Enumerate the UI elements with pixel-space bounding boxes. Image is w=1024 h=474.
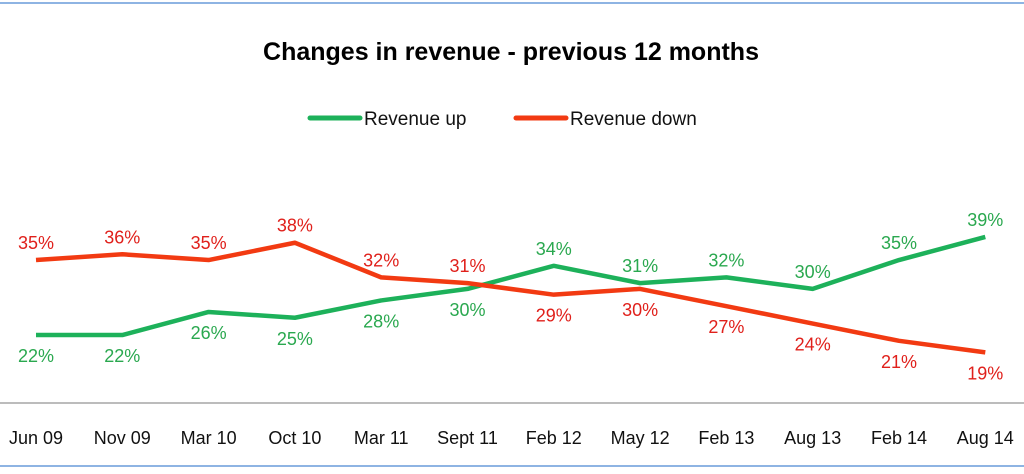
data-label: 26%: [191, 323, 227, 343]
x-axis-labels: Jun 09 Nov 09 Mar 10 Oct 10 Mar 11 Sept 11 Feb…: [9, 428, 1014, 448]
data-label: 30%: [795, 262, 831, 282]
data-label: 24%: [795, 335, 831, 355]
data-label: 36%: [104, 227, 140, 247]
data-label: 34%: [536, 239, 572, 259]
data-label: 32%: [363, 250, 399, 270]
x-tick-label: May 12: [611, 428, 670, 448]
data-label: 35%: [191, 233, 227, 253]
data-label: 25%: [277, 329, 313, 349]
x-tick-label: Feb 12: [526, 428, 582, 448]
x-tick-label: Aug 13: [784, 428, 841, 448]
x-tick-label: Feb 14: [871, 428, 927, 448]
data-label: 27%: [708, 317, 744, 337]
x-tick-label: Feb 13: [698, 428, 754, 448]
data-label: 22%: [18, 346, 54, 366]
data-label: 30%: [622, 300, 658, 320]
data-label: 21%: [881, 352, 917, 372]
x-tick-label: Oct 10: [268, 428, 321, 448]
data-label: 31%: [622, 256, 658, 276]
x-tick-label: Sept 11: [437, 428, 498, 448]
data-label: 32%: [708, 250, 744, 270]
data-label: 31%: [449, 256, 485, 276]
data-label: 35%: [881, 233, 917, 253]
data-label: 22%: [104, 346, 140, 366]
series-line-revenue-up: [36, 234, 986, 338]
data-label: 38%: [277, 216, 313, 236]
data-label: 35%: [18, 233, 54, 253]
data-label: 39%: [967, 210, 1003, 230]
data-label: 19%: [967, 363, 1003, 383]
x-tick-label: Aug 14: [957, 428, 1014, 448]
x-tick-label: Jun 09: [9, 428, 63, 448]
data-label: 28%: [363, 311, 399, 331]
series-line-revenue-down: [35, 240, 986, 355]
data-labels: 22% 22% 26% 25% 28% 30% 34% 31% 32% 30% 35% 39% 35% 3…: [18, 210, 1003, 383]
legend-label-revenue-down: Revenue down: [570, 109, 697, 130]
legend: Revenue up Revenue down: [307, 109, 697, 130]
data-label: 30%: [449, 300, 485, 320]
x-tick-label: Mar 10: [181, 428, 237, 448]
x-tick-label: Nov 09: [94, 428, 151, 448]
series-lines: [35, 234, 986, 355]
legend-label-revenue-up: Revenue up: [364, 109, 466, 130]
chart-title: Changes in revenue - previous 12 months: [263, 38, 759, 66]
x-tick-label: Mar 11: [354, 428, 409, 448]
data-label: 29%: [536, 306, 572, 326]
